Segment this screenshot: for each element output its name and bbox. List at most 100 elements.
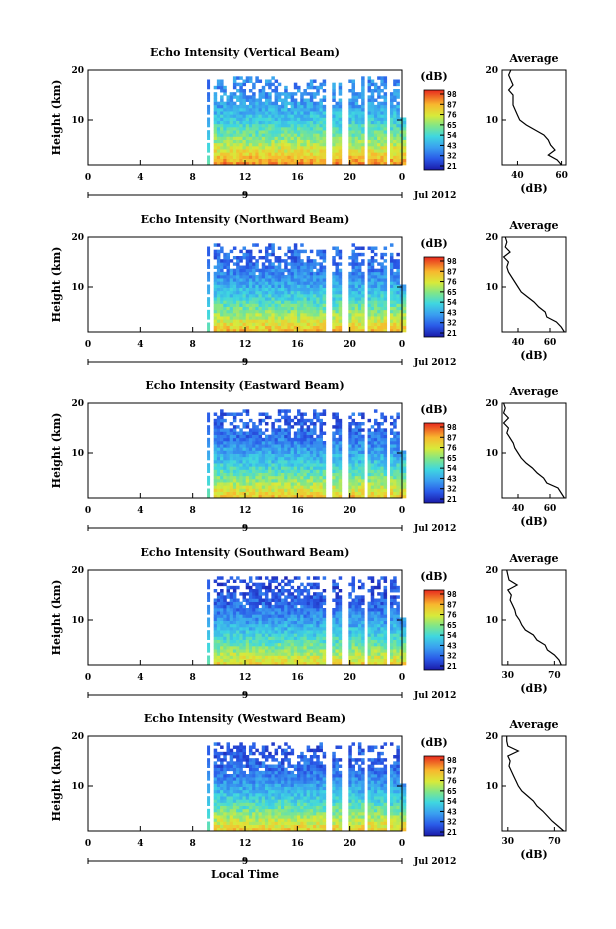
heatmap-cell — [393, 437, 397, 442]
heatmap-cell — [264, 313, 269, 317]
heatmap-cell — [322, 297, 327, 301]
heatmap-cell — [245, 466, 250, 470]
heatmap-cell — [354, 447, 359, 451]
heatmap-cell — [255, 316, 259, 320]
heatmap-cell — [293, 101, 298, 106]
heatmap-cell — [293, 246, 298, 250]
heatmap-cell — [236, 494, 240, 499]
heatmap-cell — [232, 617, 237, 621]
heatmap-cell — [236, 460, 240, 464]
heatmap-cell — [361, 633, 365, 637]
heatmap-cell — [232, 101, 237, 106]
heatmap-cell — [402, 479, 407, 483]
heatmap-cell — [322, 284, 327, 288]
heatmap-cell — [242, 98, 247, 102]
heatmap-cell — [293, 437, 298, 442]
heatmap-cell — [232, 117, 237, 121]
heatmap-cell — [316, 463, 320, 467]
heatmap-cell — [229, 428, 234, 432]
heatmap-cell — [383, 415, 388, 420]
heatmap-cell — [297, 256, 301, 260]
heatmap-cell — [239, 85, 243, 90]
heatmap-cell — [370, 79, 375, 83]
heatmap-cell — [213, 161, 218, 166]
heatmap-cell — [335, 639, 339, 644]
heatmap-cell — [316, 491, 320, 496]
heatmap-cell — [396, 316, 400, 320]
heatmap-cell — [303, 313, 307, 317]
heatmap-cell — [300, 130, 304, 134]
heatmap-cell — [370, 425, 375, 429]
heatmap-cell — [223, 494, 227, 499]
heatmap-cell — [322, 328, 327, 333]
heatmap-cell — [373, 158, 378, 163]
heatmap-cell — [319, 479, 323, 483]
heatmap-cell — [245, 117, 250, 121]
heatmap-cell — [229, 456, 234, 461]
heatmap-cell — [396, 149, 400, 153]
heatmap-cell — [348, 463, 352, 467]
heatmap-cell — [309, 82, 314, 87]
heatmap-cell — [396, 130, 400, 134]
heatmap-cell — [261, 117, 266, 121]
heatmap-cell — [380, 319, 384, 323]
heatmap-cell — [271, 441, 275, 445]
heatmap-cell — [207, 450, 211, 454]
y-axis-label: Height (km) — [50, 80, 63, 156]
heatmap-cell — [229, 127, 234, 131]
heatmap-cell — [239, 649, 243, 653]
heatmap-cell — [226, 617, 231, 621]
heatmap-cell — [284, 482, 288, 486]
heatmap-cell — [287, 294, 291, 298]
heatmap-cell — [351, 456, 356, 461]
heatmap-cell — [300, 649, 304, 653]
heatmap-cell — [271, 104, 275, 109]
heatmap-cell — [264, 328, 269, 333]
heatmap-cell — [367, 488, 372, 492]
heatmap-cell — [268, 142, 272, 147]
heatmap-cell — [338, 639, 343, 644]
heatmap-cell — [303, 114, 307, 118]
heatmap-cell — [213, 123, 218, 128]
heatmap-cell — [242, 611, 247, 615]
heatmap-cell — [284, 422, 288, 426]
heatmap-cell — [268, 146, 272, 150]
heatmap-cell — [268, 463, 272, 467]
heatmap-cell — [396, 652, 400, 656]
heatmap-cell — [373, 434, 378, 439]
heatmap-cell — [370, 325, 375, 330]
heatmap-cell — [252, 92, 256, 96]
heatmap-cell — [277, 652, 282, 656]
heatmap-cell — [245, 488, 250, 492]
heatmap-cell — [335, 425, 339, 429]
heatmap-cell — [332, 460, 336, 464]
heatmap-cell — [373, 441, 378, 445]
heatmap-cell — [335, 453, 339, 458]
heatmap-cell — [239, 306, 243, 311]
heatmap-cell — [290, 658, 295, 663]
heatmap-cell — [255, 639, 259, 644]
heatmap-cell — [348, 120, 352, 125]
heatmap-cell — [373, 488, 378, 492]
heatmap-cell — [354, 297, 359, 301]
heatmap-cell — [335, 287, 339, 292]
heatmap-cell — [252, 642, 256, 647]
heatmap-cell — [274, 475, 279, 480]
heatmap-cell — [338, 658, 343, 663]
heatmap-cell — [377, 142, 381, 147]
heatmap-cell — [287, 431, 291, 435]
heatmap-cell — [226, 252, 231, 257]
heatmap-cell — [396, 271, 400, 276]
heatmap-cell — [335, 469, 339, 473]
heatmap-cell — [220, 130, 224, 134]
heatmap-cell — [264, 466, 269, 470]
heatmap-cell — [239, 412, 243, 416]
heatmap-cell — [242, 246, 247, 250]
heatmap-cell — [389, 485, 394, 489]
heatmap-cell — [322, 275, 327, 279]
heatmap-cell — [357, 114, 362, 118]
heatmap-cell — [313, 614, 317, 618]
heatmap-cell — [271, 265, 275, 269]
heatmap-cell — [277, 95, 282, 99]
heatmap-cell — [399, 313, 404, 317]
